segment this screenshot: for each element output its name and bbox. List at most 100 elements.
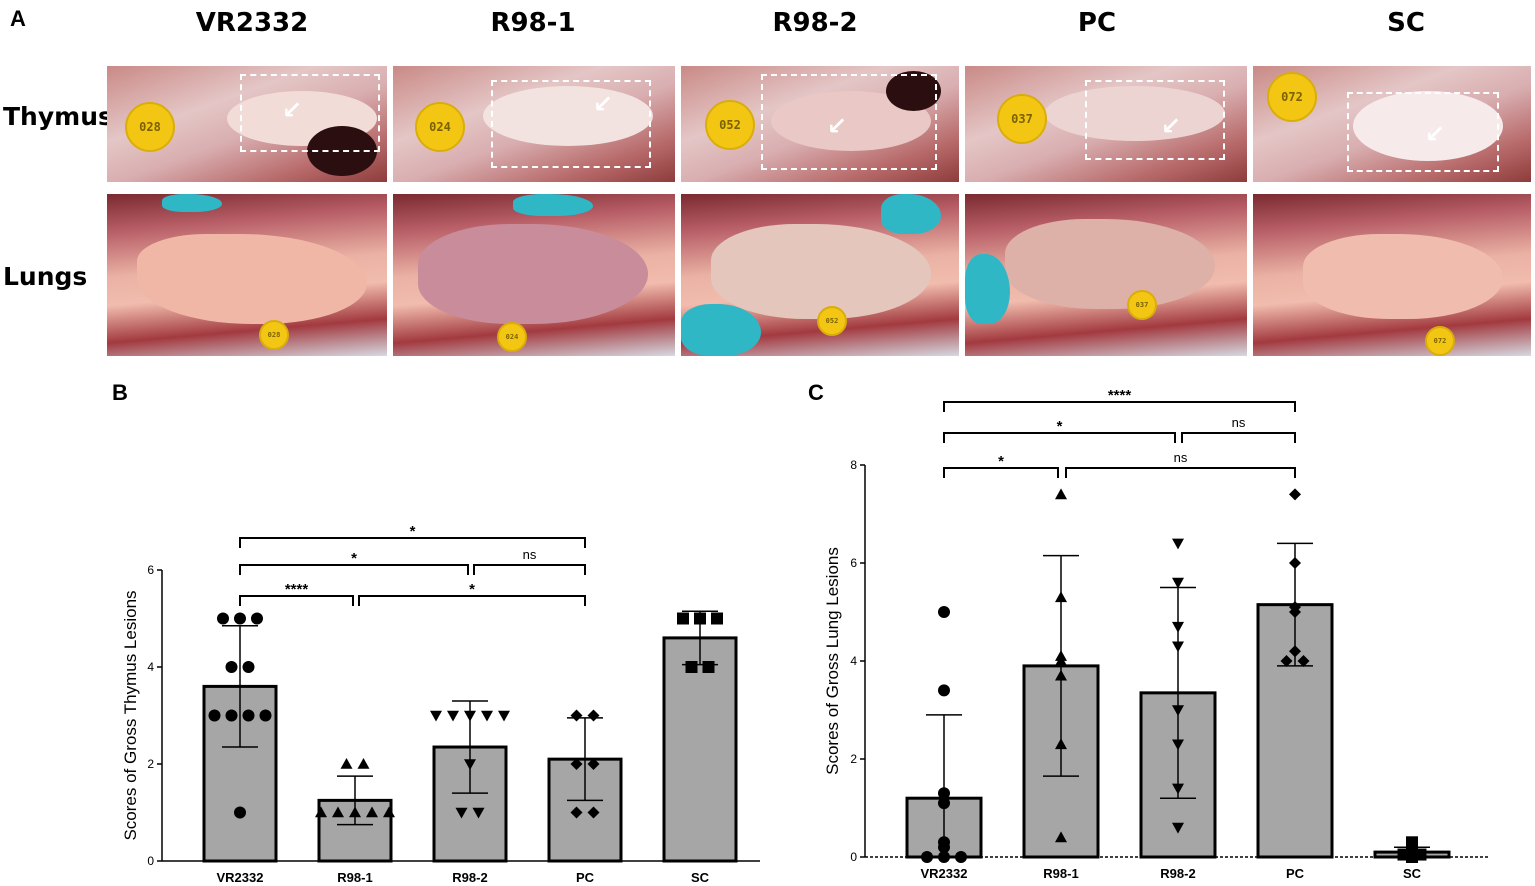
significance-label: * <box>410 523 416 540</box>
ear-tag: 037 <box>997 94 1047 144</box>
glove <box>681 304 761 356</box>
lung-tissue <box>1005 219 1215 309</box>
data-point <box>570 806 583 819</box>
data-point <box>711 612 723 625</box>
data-point <box>1406 851 1418 863</box>
thymus-highlight-box <box>1085 80 1225 160</box>
data-point <box>315 806 327 818</box>
significance-label: * <box>351 550 357 567</box>
data-point <box>1172 621 1184 633</box>
data-point <box>1055 591 1067 603</box>
data-point <box>1289 606 1301 618</box>
x-tick-label: PC <box>1286 866 1305 881</box>
panel-c-label: C <box>808 380 824 405</box>
significance-bracket <box>943 401 1296 412</box>
data-point <box>685 661 698 673</box>
column-header-r98-1: R98-1 <box>490 8 576 38</box>
significance-bracket <box>239 537 586 548</box>
data-point <box>242 661 255 673</box>
significance-label: * <box>469 581 475 598</box>
arrow-icon: ↙ <box>282 96 303 124</box>
bar <box>662 636 738 863</box>
data-point <box>430 710 442 722</box>
x-tick-label: VR2332 <box>921 866 968 881</box>
column-header-pc: PC <box>1077 8 1117 38</box>
thymus-photo-r98-2: 052 ↙ <box>681 66 959 182</box>
data-point <box>208 709 221 722</box>
x-tick-label: PC <box>576 870 595 885</box>
column-header-vr2332: VR2332 <box>195 8 309 38</box>
thymus-highlight-box <box>491 80 651 168</box>
data-point <box>955 851 967 863</box>
lung-photo-r98-2: 052 <box>681 194 959 356</box>
data-point <box>225 709 238 722</box>
y-tick-label: 4 <box>850 654 857 668</box>
thymus-highlight-box <box>240 74 380 152</box>
column-header-sc: SC <box>1387 8 1425 38</box>
data-point <box>447 710 459 722</box>
significance-bracket <box>473 564 586 575</box>
data-point <box>332 806 344 818</box>
significance-label: * <box>998 453 1004 470</box>
lung-tissue <box>711 224 931 319</box>
lung-tissue <box>418 224 648 324</box>
significance-bracket <box>358 595 586 606</box>
data-point <box>217 612 229 625</box>
significance-label: **** <box>285 581 309 598</box>
data-point <box>251 612 263 625</box>
significance-label: * <box>1057 418 1063 435</box>
y-axis-label: Scores of Gross Lung Lesions <box>823 547 842 775</box>
data-point <box>938 787 950 800</box>
data-point <box>472 807 485 819</box>
data-point <box>694 612 706 625</box>
thymus-photo-pc: 037 ↙ <box>965 66 1247 182</box>
data-point <box>570 758 583 770</box>
arrow-icon: ↙ <box>827 112 848 140</box>
significance-label: ns <box>1174 450 1188 465</box>
panel-b-label: B <box>112 380 128 405</box>
thymus-highlight-box <box>761 74 937 170</box>
data-point <box>259 709 272 722</box>
y-tick-label: 2 <box>147 757 154 771</box>
data-point <box>1172 705 1184 716</box>
data-point <box>1055 831 1067 843</box>
arrow-icon: ↙ <box>593 90 614 118</box>
data-point <box>234 612 246 625</box>
y-tick-label: 8 <box>850 458 857 472</box>
column-header-r98-2: R98-2 <box>772 8 858 38</box>
data-point <box>481 710 493 722</box>
data-point <box>357 758 370 769</box>
thymus-highlight-box <box>1347 92 1499 172</box>
data-point <box>1280 655 1293 667</box>
lung-tissue <box>137 234 367 324</box>
glove <box>513 194 593 216</box>
data-point <box>921 851 933 863</box>
x-tick-label: SC <box>1403 866 1422 881</box>
data-point <box>225 661 238 673</box>
significance-label: ns <box>1232 415 1246 430</box>
data-point <box>1055 669 1067 681</box>
ear-tag: 024 <box>497 322 527 352</box>
data-point <box>1297 655 1310 667</box>
arrow-icon: ↙ <box>1161 112 1182 140</box>
data-point <box>1289 557 1301 569</box>
y-tick-label: 2 <box>850 752 857 766</box>
ear-tag: 052 <box>705 100 755 150</box>
data-point <box>938 797 950 810</box>
data-point <box>1289 488 1301 501</box>
lung-photo-r98-1: 024 <box>393 194 675 356</box>
row-header-thymus: Thymus <box>3 102 113 131</box>
glove <box>162 194 222 212</box>
significance-label: **** <box>1108 387 1132 404</box>
data-point <box>1055 738 1067 750</box>
data-point <box>498 710 510 722</box>
data-point <box>242 709 255 722</box>
data-point <box>587 806 600 819</box>
data-point <box>455 807 468 819</box>
data-point <box>1172 822 1184 834</box>
ear-tag: 072 <box>1425 326 1455 356</box>
row-header-lungs: Lungs <box>3 262 88 291</box>
blood-clot <box>886 71 941 111</box>
y-tick-label: 0 <box>850 850 857 864</box>
x-tick-label: VR2332 <box>217 870 264 885</box>
